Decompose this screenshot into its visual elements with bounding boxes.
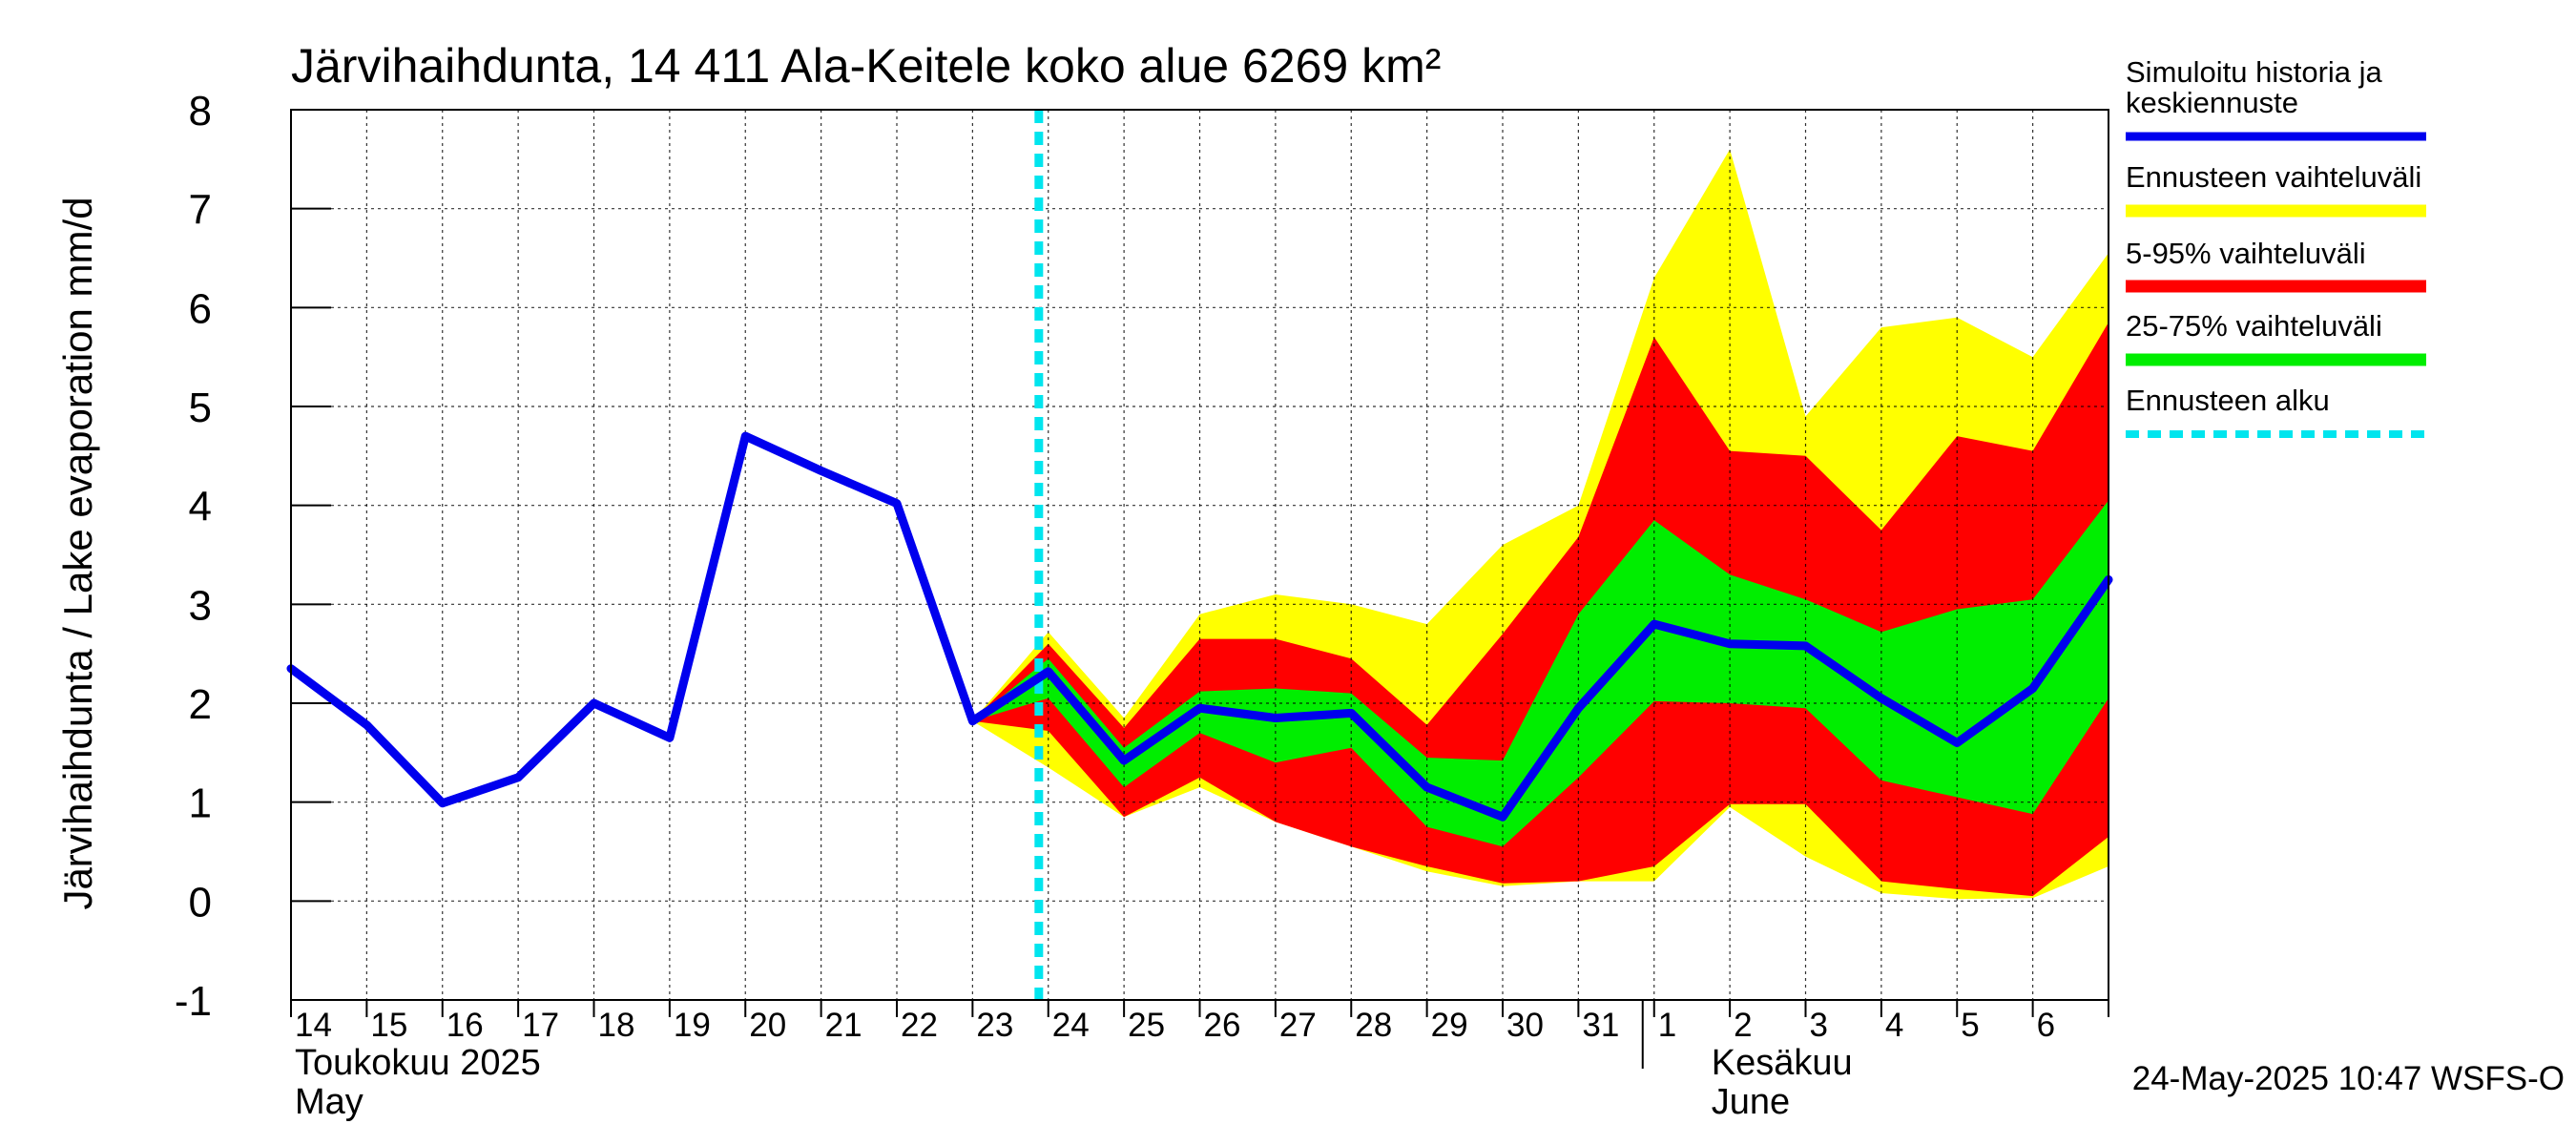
month-label-en: May [295,1082,364,1122]
x-tick-label: 28 [1355,1007,1392,1044]
x-tick-label: 19 [674,1007,711,1044]
x-tick-label: 25 [1128,1007,1165,1044]
x-tick-label: 17 [522,1007,559,1044]
median-line [286,431,2113,822]
x-tick-label: 3 [1810,1007,1828,1044]
grid-lines [291,109,2109,1000]
y-tick-label: 4 [189,484,212,531]
y-axis-label: Järvihaihdunta / Lake evaporation mm/d [55,197,100,909]
x-tick-label: 30 [1506,1007,1544,1044]
y-tick-label: 7 [189,187,212,234]
x-tick-label: 21 [825,1007,862,1044]
x-tick-label: 18 [598,1007,635,1044]
legend-label: 5-95% vaihteluväli [2126,237,2366,270]
y-tick-label: 1 [189,781,212,827]
y-tick-label: 8 [189,88,212,135]
x-tick-label: 26 [1204,1007,1241,1044]
x-tick-label: 1 [1658,1007,1676,1044]
x-tick-label: 6 [2037,1007,2055,1044]
y-tick-label: -1 [175,978,212,1025]
legend-label: Simuloitu historia ja [2126,55,2383,89]
x-tick-label: 2 [1734,1007,1752,1044]
y-tick-label: 5 [189,385,212,431]
y-tick-label: 3 [189,582,212,629]
forecast-bands [972,149,2109,900]
month-label-en: June [1712,1082,1790,1122]
x-tick-label: 31 [1582,1007,1619,1044]
x-tick-labels: 14 15 16 17 18 19 20 21 22 23 24 25 26 27 28 29 30 31 1 2 3 4… [295,1007,2055,1044]
axes [290,109,2109,1069]
x-tick-label: 4 [1885,1007,1903,1044]
y-tick-label: 6 [189,285,212,332]
chart-title: Järvihaihdunta, 14 411 Ala-Keitele koko … [291,39,1441,93]
history-median-polyline [286,431,2113,822]
x-tick-label: 29 [1431,1007,1468,1044]
x-tick-label: 20 [749,1007,786,1044]
y-tick-label: 2 [189,681,212,728]
month-label: Kesäkuu [1712,1043,1853,1083]
timestamp: 24-May-2025 10:47 WSFS-O [2132,1060,2565,1097]
x-tick-label: 16 [447,1007,484,1044]
legend-label: Ennusteen alku [2126,384,2330,417]
x-tick-label: 5 [1961,1007,1979,1044]
legend-label-line2: keskiennuste [2126,86,2298,119]
x-tick-label: 27 [1279,1007,1317,1044]
y-tick-label: 0 [189,879,212,926]
month-label: Toukokuu 2025 [295,1043,541,1083]
x-tick-label: 22 [901,1007,938,1044]
x-tick-label: 23 [976,1007,1013,1044]
x-tick-label: 24 [1052,1007,1090,1044]
legend-label: Ennusteen vaihteluväli [2126,160,2421,194]
y-tick-labels: -1 0 1 2 3 4 5 6 7 8 [175,88,212,1025]
x-tick-label: 14 [295,1007,332,1044]
legend-label: 25-75% vaihteluväli [2126,309,2382,343]
x-tick-label: 15 [370,1007,407,1044]
